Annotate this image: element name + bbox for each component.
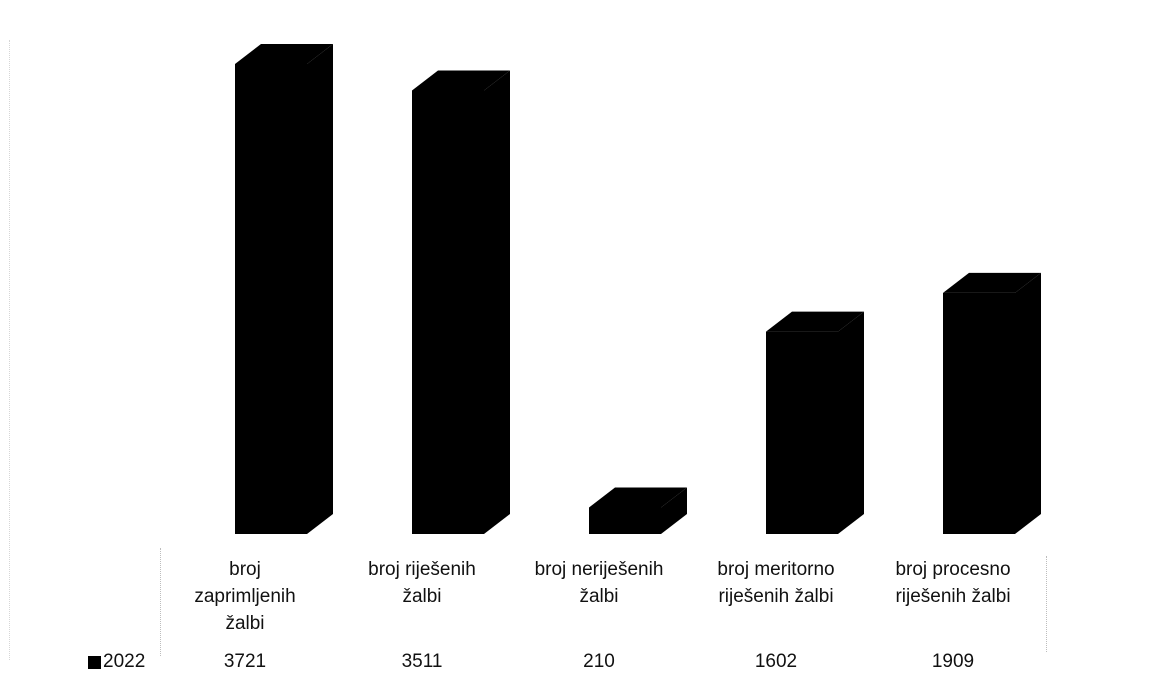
category-label-3: broj meritorno riješenih žalbi — [691, 556, 861, 610]
category-label-0-line-1: zaprimljenih — [194, 586, 296, 607]
legend-swatch-icon — [88, 655, 101, 669]
table-divider — [1046, 556, 1047, 652]
bar-front-1 — [412, 90, 484, 534]
bar-top-4 — [943, 272, 1041, 293]
category-label-3-line-0: broj meritorno — [717, 559, 835, 580]
bar-1 — [412, 70, 510, 534]
bar-0 — [235, 44, 333, 534]
category-label-4-line-0: broj procesno — [895, 559, 1011, 580]
legend-entry-2022: 2022 — [88, 650, 145, 674]
category-label-1-line-0: broj riješenih — [368, 559, 476, 580]
table-divider — [160, 548, 161, 656]
bar-side-2 — [661, 487, 687, 534]
value-label-1: 3511 — [401, 651, 443, 672]
legend-label: 2022 — [103, 651, 146, 672]
bar-front-4 — [943, 292, 1015, 534]
category-label-4-line-1: riješenih žalbi — [895, 586, 1011, 607]
bar-4 — [943, 272, 1041, 534]
category-label-0-line-2: žalbi — [225, 613, 265, 634]
bar-front-3 — [766, 331, 838, 534]
bar-side-3 — [838, 311, 864, 534]
category-label-0: broj zaprimljenih žalbi — [160, 556, 330, 637]
bar-front-2 — [589, 507, 661, 534]
bar-side-1 — [484, 70, 510, 534]
category-label-2-line-1: žalbi — [579, 586, 619, 607]
category-label-3-line-1: riješenih žalbi — [718, 586, 834, 607]
value-label-3: 1602 — [754, 651, 798, 672]
bar-top-0 — [235, 44, 333, 64]
category-label-0-line-0: broj — [229, 559, 261, 580]
bar-top-1 — [412, 70, 510, 91]
bar-3 — [766, 311, 864, 534]
value-label-4: 1909 — [931, 651, 975, 672]
left-edge-line — [9, 40, 10, 660]
bar-front-0 — [235, 64, 307, 534]
bar-side-0 — [307, 44, 333, 534]
category-label-4: broj procesno riješenih žalbi — [868, 556, 1038, 610]
value-label-2: 210 — [583, 651, 615, 672]
category-label-2: broj neriješenih žalbi — [514, 556, 684, 610]
category-label-2-line-0: broj neriješenih — [534, 559, 664, 580]
category-label-1-line-1: žalbi — [402, 586, 442, 607]
value-label-0: 3721 — [223, 651, 267, 672]
category-label-1: broj riješenih žalbi — [337, 556, 507, 610]
bar-side-4 — [1015, 272, 1041, 534]
bar-top-2 — [589, 487, 687, 508]
bar-top-3 — [766, 311, 864, 332]
bar-2 — [589, 487, 687, 534]
